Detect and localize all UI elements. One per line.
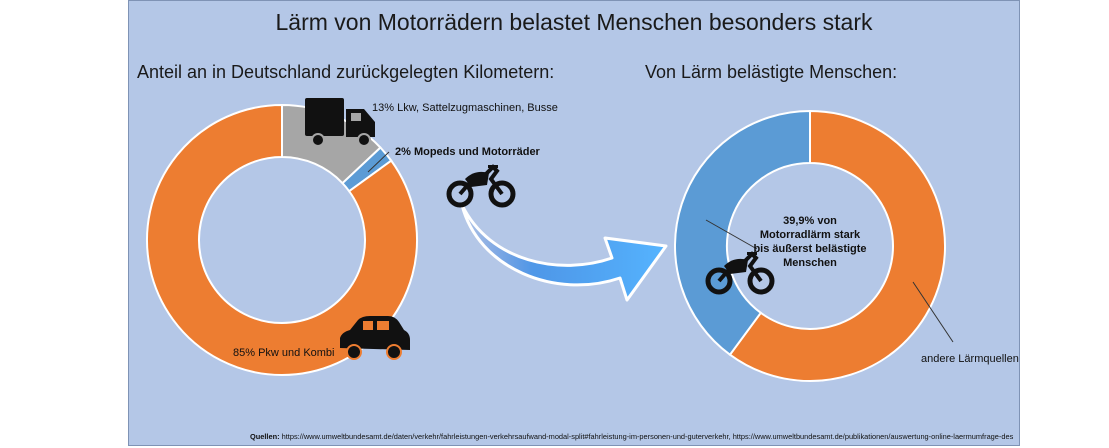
center-label-line-3: bis äußerst belästigte: [753, 243, 867, 255]
truck-icon: [305, 98, 375, 147]
mopeds-leader-line: [367, 151, 390, 173]
cars-label: 85% Pkw und Kombi: [233, 347, 335, 359]
motorcycle-icon-right: [705, 251, 775, 295]
center-label-line-1: 39,9% von: [783, 215, 837, 227]
right-slice-0: [674, 109, 811, 357]
car-icon: [340, 316, 410, 360]
trucks-label: 13% Lkw, Sattelzugmaschinen, Busse: [372, 102, 558, 114]
other-label: andere Lärmquellen: [921, 353, 1019, 365]
motorcycle-icon: [446, 164, 516, 208]
sources-text: https://www.umweltbundesamt.de/daten/ver…: [281, 432, 1014, 441]
sources-label: Quellen:: [250, 432, 280, 441]
center-label-line-4: Menschen: [783, 257, 837, 269]
right-chart-title: Von Lärm belästigte Menschen:: [645, 62, 898, 82]
curved-arrow-icon: [460, 203, 668, 302]
sources-line: Quellen: https://www.umweltbundesamt.de/…: [250, 432, 1013, 441]
right-donut: [674, 109, 946, 382]
chart-title: Lärm von Motorrädern belastet Menschen b…: [275, 9, 873, 35]
right-slice-1: [728, 109, 946, 382]
left-chart-title: Anteil an in Deutschland zurückgelegten …: [137, 62, 555, 82]
center-leader-line: [705, 219, 758, 250]
mopeds-label: 2% Mopeds und Motorräder: [395, 146, 540, 158]
center-label-line-2: Motorradlärm stark: [759, 229, 861, 241]
other-leader-line: [912, 281, 954, 343]
center-label: 39,9% von Motorradlärm stark bis äußerst…: [735, 214, 885, 270]
